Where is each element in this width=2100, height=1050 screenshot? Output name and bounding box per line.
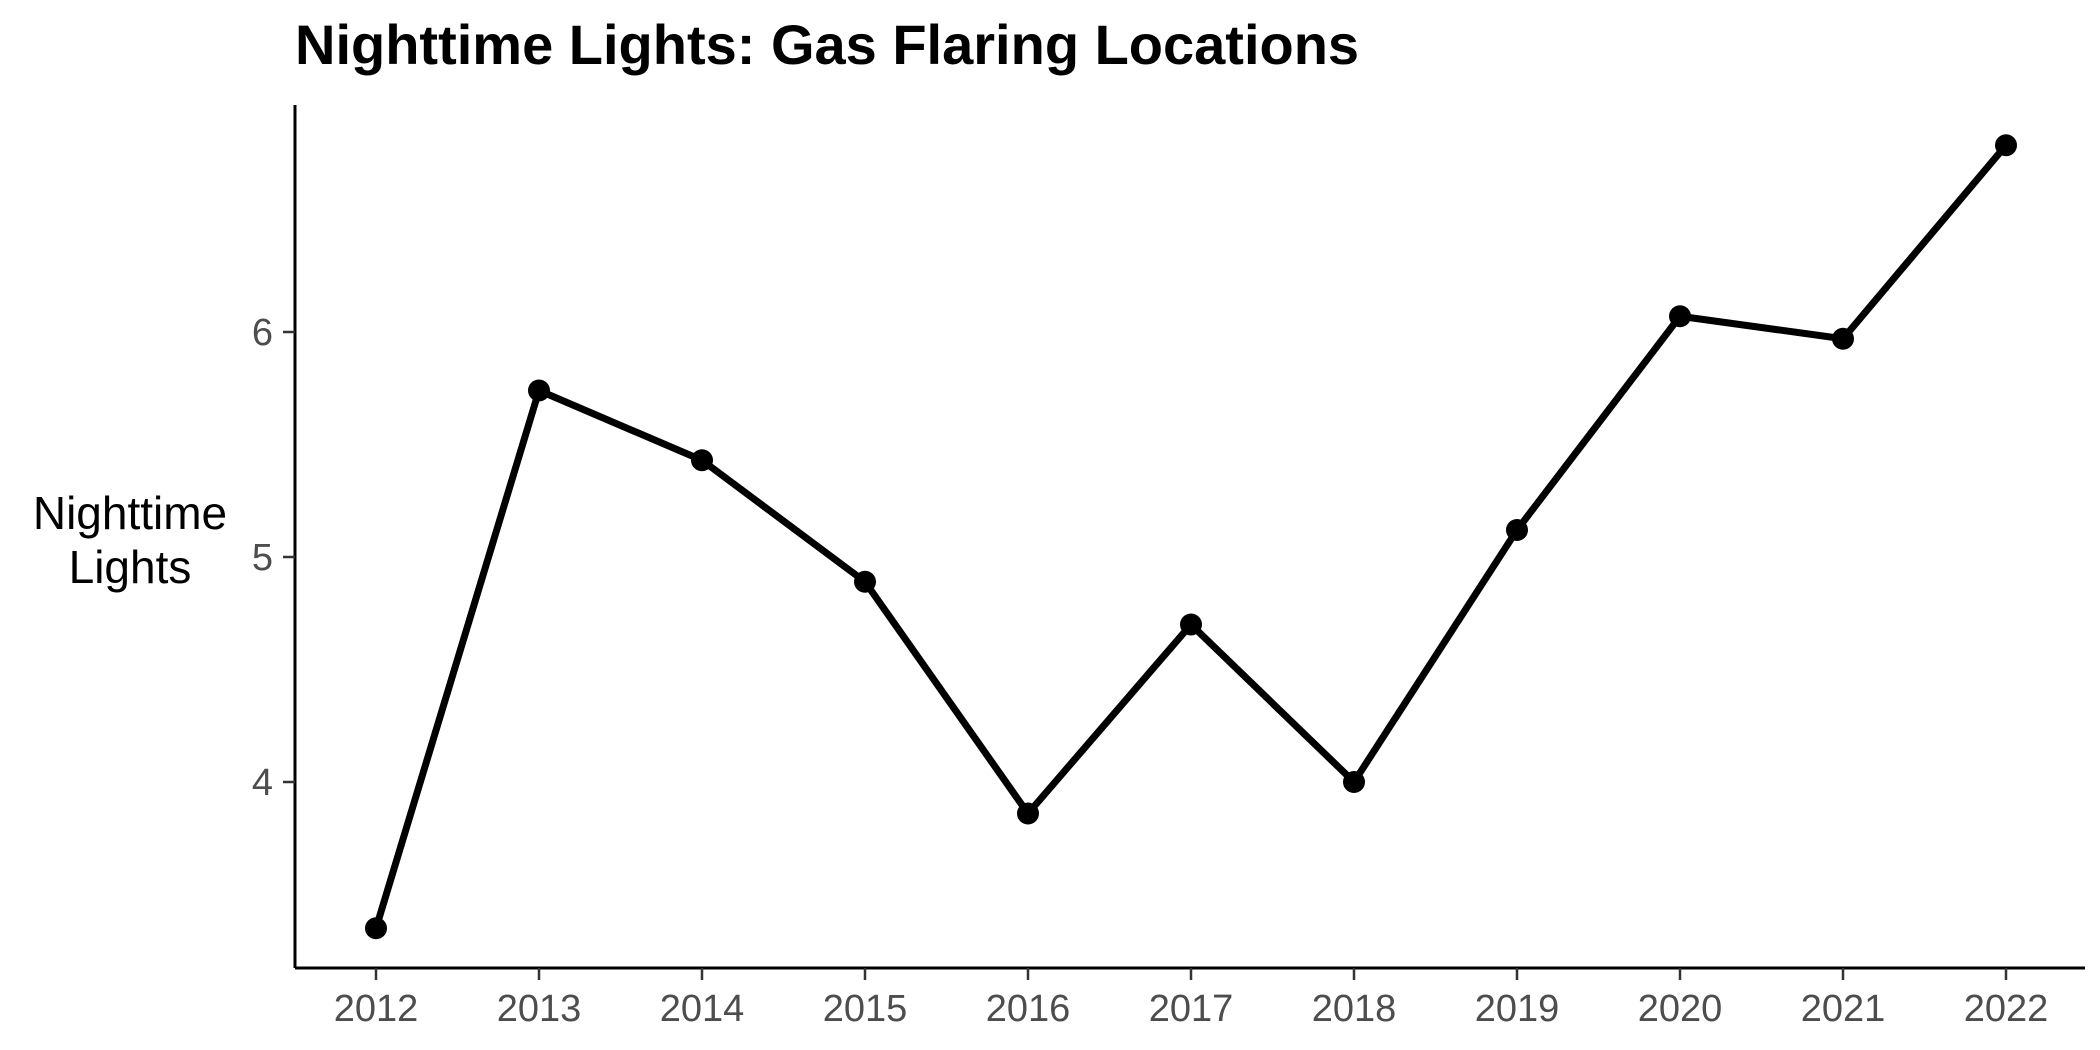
data-point — [365, 917, 387, 940]
data-point — [1180, 613, 1202, 636]
series-line — [372, 141, 2010, 932]
y-tick-label: 4 — [252, 762, 273, 804]
x-tick-label: 2021 — [1801, 988, 1886, 1030]
data-point — [691, 449, 713, 472]
x-tick-label: 2012 — [334, 988, 419, 1030]
data-point — [1017, 802, 1039, 825]
y-axis-label: Nighttime Lights — [32, 487, 228, 593]
data-point — [1506, 519, 1528, 541]
x-tick-label: 2013 — [497, 988, 582, 1030]
data-point — [854, 570, 876, 593]
x-tick-label: 2017 — [1149, 988, 1234, 1030]
data-point — [1669, 305, 1691, 328]
x-tick-label: 2022 — [1964, 988, 2049, 1030]
x-tick-label: 2015 — [823, 988, 908, 1030]
data-point — [1995, 134, 2017, 157]
y-tick-label: 5 — [252, 537, 273, 579]
data-point — [1343, 771, 1365, 793]
chart-title: Nighttime Lights: Gas Flaring Locations — [295, 13, 1360, 76]
y-tick-label: 6 — [252, 312, 273, 354]
x-tick-label: 2019 — [1475, 988, 1560, 1030]
x-tick-label: 2014 — [660, 988, 745, 1030]
data-point — [528, 379, 550, 402]
x-tick-label: 2016 — [986, 988, 1071, 1030]
x-tick-label: 2020 — [1638, 988, 1723, 1030]
data-point — [1832, 327, 1854, 350]
x-tick-label: 2018 — [1312, 988, 1397, 1030]
